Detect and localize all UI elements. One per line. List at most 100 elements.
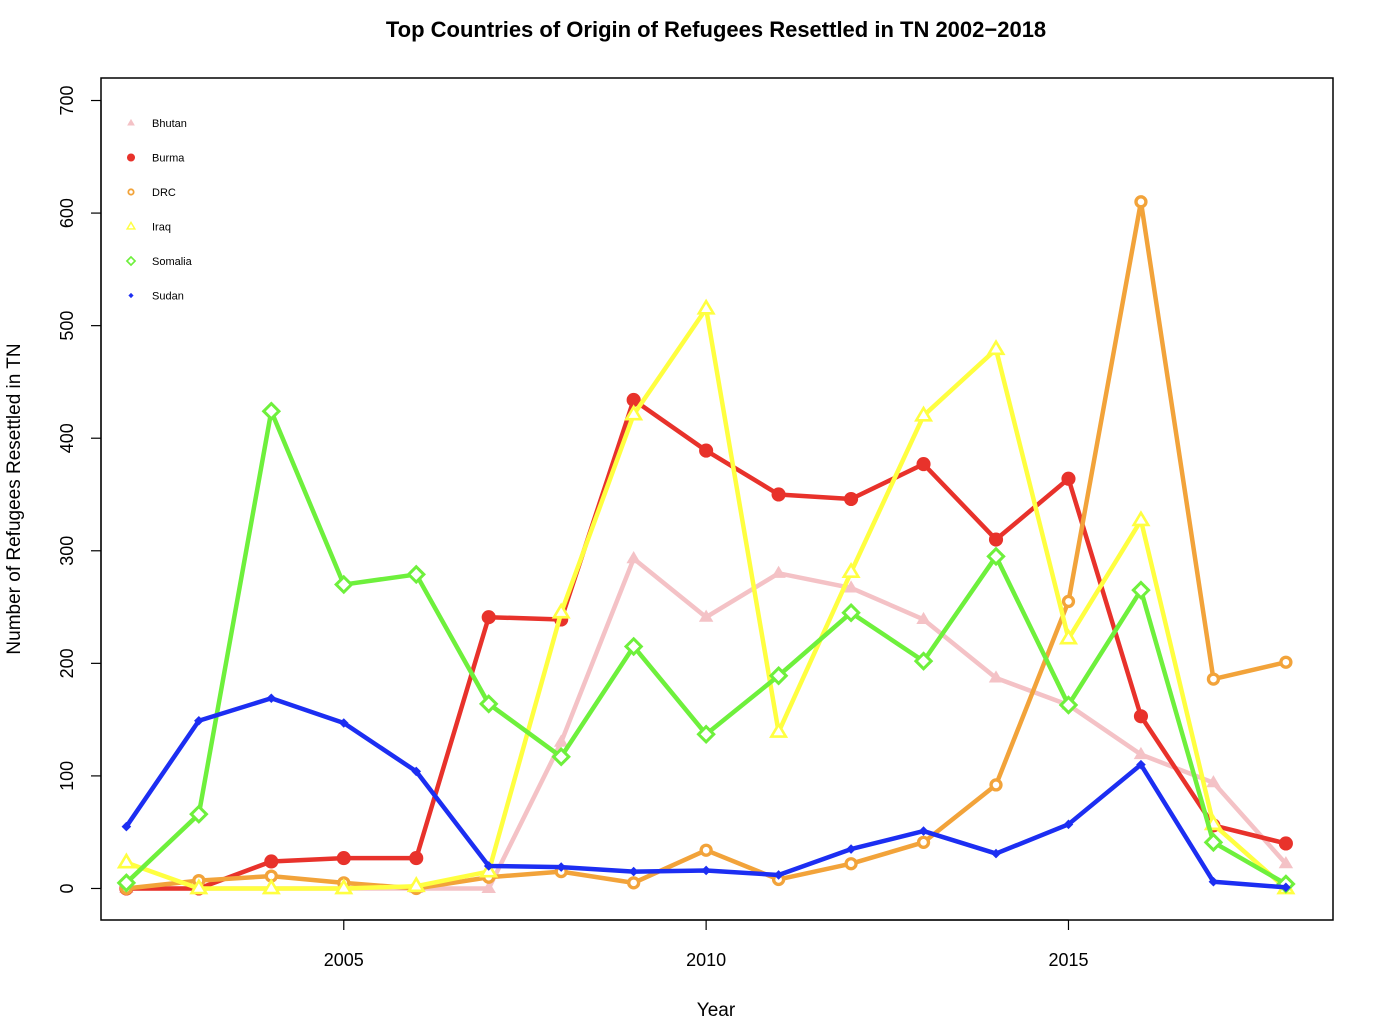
data-point-somalia bbox=[261, 401, 282, 421]
x-tick-label: 2005 bbox=[324, 950, 364, 970]
data-point-burma bbox=[916, 457, 931, 472]
series-line-somalia bbox=[124, 408, 1289, 887]
data-point-bhutan bbox=[626, 551, 641, 564]
data-point-burma bbox=[336, 851, 351, 866]
data-point-sudan bbox=[701, 865, 711, 876]
data-point-burma bbox=[264, 854, 279, 869]
data-point-bhutan bbox=[1133, 746, 1149, 760]
data-point-iraq bbox=[116, 852, 136, 869]
series-somalia bbox=[116, 401, 1296, 894]
data-point-drc bbox=[699, 843, 713, 857]
data-point-somalia bbox=[478, 694, 499, 714]
data-point-iraq bbox=[624, 404, 644, 421]
y-tick-label: 600 bbox=[57, 198, 77, 228]
data-point-iraq bbox=[914, 405, 934, 422]
data-point-sudan bbox=[1136, 759, 1146, 770]
data-point-sudan bbox=[266, 693, 277, 704]
legend-swatch-sudan bbox=[128, 292, 134, 299]
data-point-somalia bbox=[334, 574, 354, 595]
legend-item-burma: Burma bbox=[126, 153, 185, 165]
data-point-iraq bbox=[769, 721, 789, 738]
data-point-sudan bbox=[1208, 876, 1219, 887]
legend-label: Bhutan bbox=[152, 118, 187, 130]
y-tick-label: 500 bbox=[57, 311, 77, 341]
data-point-burma bbox=[844, 491, 859, 507]
series-line-burma bbox=[124, 397, 1289, 891]
data-point-bhutan bbox=[771, 565, 786, 578]
data-point-sudan bbox=[194, 715, 204, 726]
data-point-somalia bbox=[623, 636, 644, 657]
data-point-sudan bbox=[338, 718, 349, 728]
y-tick-label: 700 bbox=[57, 85, 77, 115]
legend-swatch-burma bbox=[126, 153, 136, 162]
legend-label: DRC bbox=[152, 187, 176, 199]
legend-swatch-iraq bbox=[125, 221, 137, 230]
chart-title: Top Countries of Origin of Refugees Rese… bbox=[386, 17, 1046, 42]
data-point-sudan bbox=[846, 844, 856, 854]
data-point-somalia bbox=[551, 747, 571, 767]
legend-label: Burma bbox=[152, 153, 185, 165]
data-point-somalia bbox=[1203, 832, 1224, 853]
axes: 2005 2010 2015 0 100 200 300 400 500 600 700 bbox=[57, 85, 1089, 970]
data-point-bhutan bbox=[916, 611, 931, 625]
data-point-bhutan bbox=[481, 880, 496, 894]
series-bhutan bbox=[119, 551, 1294, 894]
y-tick-label: 200 bbox=[57, 648, 77, 678]
data-point-somalia bbox=[406, 564, 426, 585]
data-point-drc bbox=[1206, 672, 1221, 686]
data-point-sudan bbox=[991, 848, 1001, 859]
legend-swatch-somalia bbox=[125, 255, 137, 267]
data-point-drc bbox=[1279, 655, 1293, 669]
data-point-somalia bbox=[913, 651, 934, 671]
data-point-iraq bbox=[696, 298, 716, 315]
data-point-burma bbox=[771, 487, 786, 502]
data-point-iraq bbox=[986, 339, 1006, 356]
series-iraq bbox=[116, 298, 1296, 895]
data-point-sudan bbox=[483, 861, 494, 871]
series-line-bhutan bbox=[124, 556, 1289, 891]
data-point-sudan bbox=[773, 870, 784, 880]
data-point-iraq bbox=[406, 876, 426, 893]
y-tick-label: 400 bbox=[57, 423, 77, 453]
legend-item-bhutan: Bhutan bbox=[127, 118, 187, 130]
data-point-iraq bbox=[841, 561, 861, 579]
data-point-sudan bbox=[556, 862, 566, 872]
data-point-bhutan bbox=[698, 609, 714, 622]
data-point-burma bbox=[699, 443, 714, 458]
legend-item-somalia: Somalia bbox=[125, 255, 193, 268]
legend-swatch-bhutan bbox=[127, 118, 135, 126]
data-point-somalia bbox=[841, 602, 861, 623]
data-point-burma bbox=[1061, 471, 1076, 486]
data-point-bhutan bbox=[1206, 775, 1221, 788]
data-point-somalia bbox=[696, 724, 716, 745]
y-tick-label: 300 bbox=[57, 536, 77, 566]
data-point-sudan bbox=[1281, 882, 1291, 893]
y-tick-label: 0 bbox=[57, 883, 77, 893]
series-sudan bbox=[121, 693, 1291, 893]
data-point-iraq bbox=[189, 878, 209, 895]
data-point-iraq bbox=[334, 878, 354, 895]
data-point-somalia bbox=[189, 804, 209, 824]
data-point-drc bbox=[989, 778, 1003, 792]
data-point-burma bbox=[1278, 836, 1293, 851]
data-point-burma bbox=[409, 851, 424, 866]
data-point-iraq bbox=[551, 602, 571, 619]
data-point-drc bbox=[627, 876, 641, 890]
data-point-sudan bbox=[121, 821, 132, 832]
legend-label: Sudan bbox=[152, 291, 184, 303]
data-point-drc bbox=[844, 857, 858, 871]
x-axis-label: Year bbox=[697, 1000, 736, 1021]
data-point-drc bbox=[1061, 594, 1076, 609]
data-point-somalia bbox=[1131, 580, 1151, 600]
x-tick-label: 2015 bbox=[1048, 950, 1088, 970]
series-drc bbox=[119, 195, 1293, 896]
legend: Bhutan Burma DRC Iraq Somalia Sudan bbox=[125, 118, 193, 303]
data-point-sudan bbox=[1063, 819, 1074, 830]
data-point-bhutan bbox=[1278, 856, 1294, 869]
data-point-burma bbox=[988, 532, 1004, 547]
y-axis-label: Number of Refugees Resettled in TN bbox=[4, 343, 25, 654]
data-point-burma bbox=[1133, 709, 1149, 724]
data-point-iraq bbox=[261, 878, 281, 895]
data-point-bhutan bbox=[843, 580, 859, 593]
data-point-bhutan bbox=[553, 734, 569, 747]
